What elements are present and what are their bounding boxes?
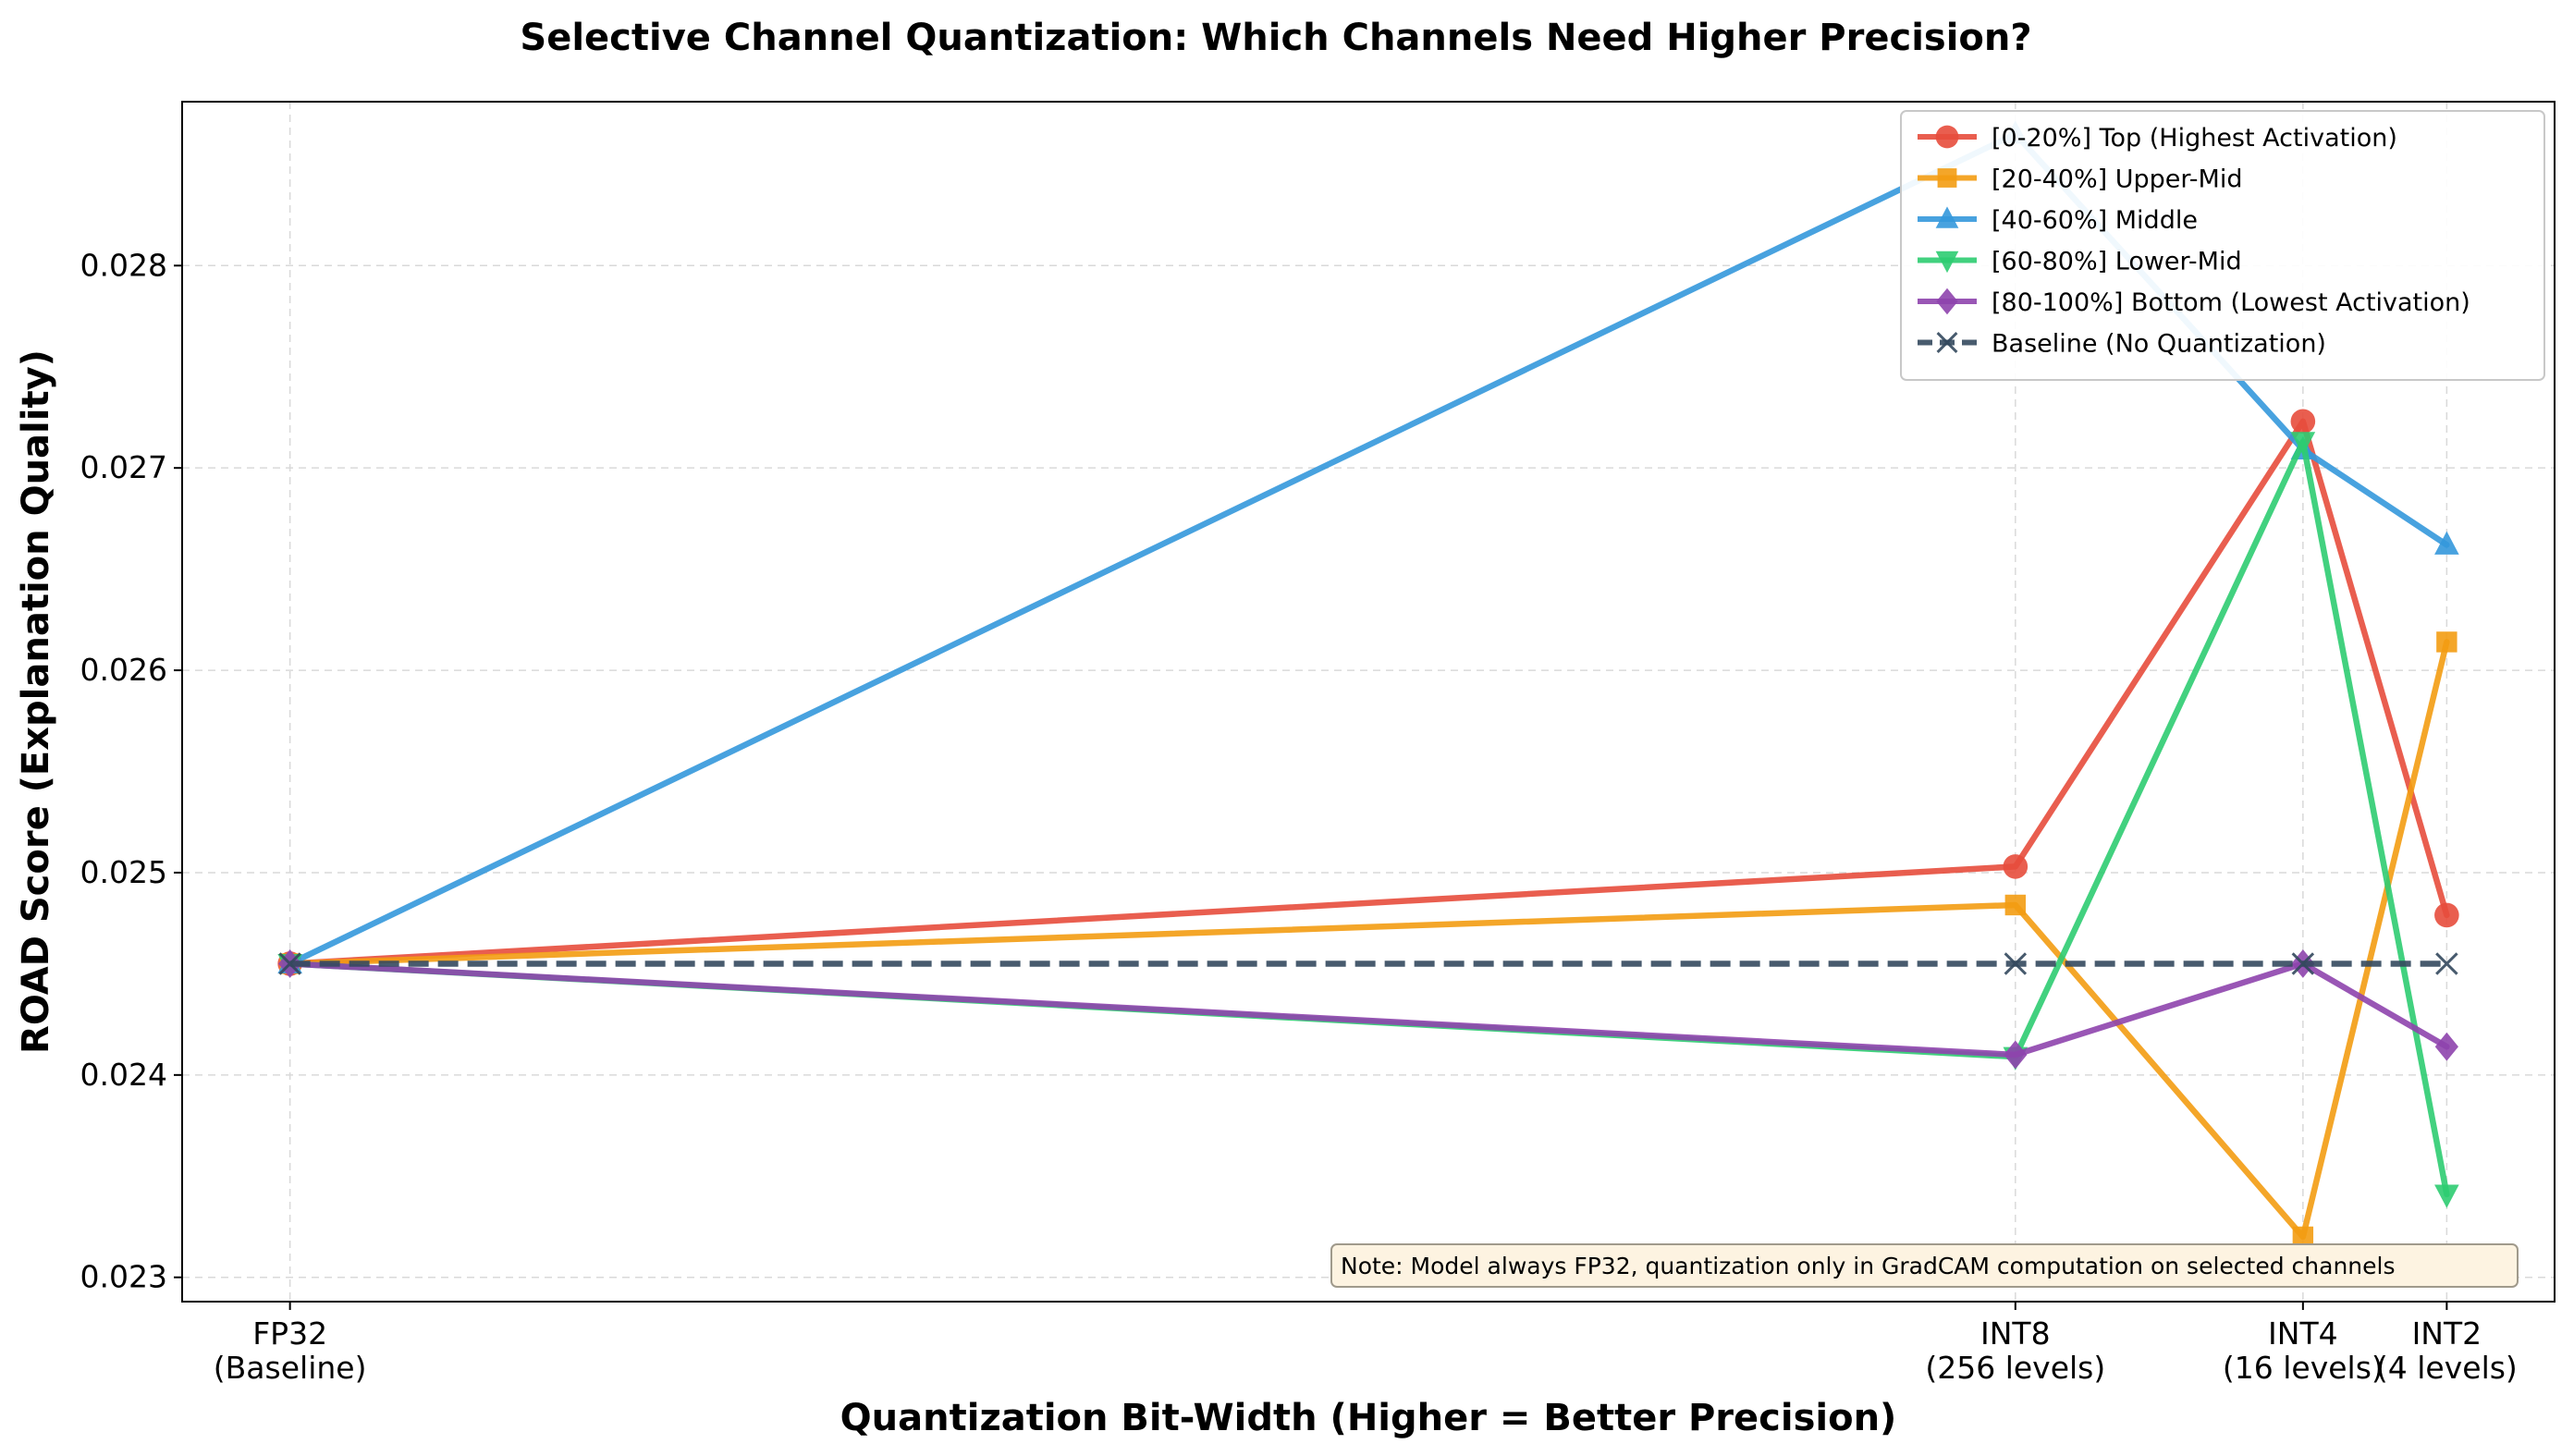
marker-x: [2435, 952, 2458, 975]
series-5: [278, 952, 2458, 975]
y-tick-label: 0.024: [80, 1057, 167, 1093]
x-tick-label: (4 levels): [2376, 1350, 2518, 1386]
note-text: Note: Model always FP32, quantization on…: [1341, 1253, 2395, 1279]
x-axis-ticks: FP32(Baseline) INT8(256 levels) INT4(16 le…: [214, 1302, 2518, 1386]
plot-frame: [181, 101, 2556, 1303]
legend-label: [80-100%] Bottom (Lowest Activation): [1992, 288, 2470, 317]
marker-square: [2292, 1226, 2314, 1248]
marker-circle: [1935, 125, 1959, 149]
x-tick-label: INT2: [2412, 1315, 2482, 1352]
x-tick-label: FP32: [252, 1315, 327, 1352]
legend-label: [0-20%] Top (Highest Activation): [1992, 124, 2397, 153]
marker-x-stroke: [1936, 332, 1958, 353]
y-tick-label: 0.028: [80, 247, 167, 283]
marker-x: [278, 952, 301, 975]
legend: [0-20%] Top (Highest Activation) [20-40%]…: [1900, 110, 2545, 381]
marker-triangle-up: [1935, 206, 1959, 228]
marker-diamond: [2434, 1032, 2458, 1061]
marker-x: [1936, 332, 1958, 353]
x-tick-label: (16 levels): [2223, 1350, 2384, 1386]
y-tick-label: 0.025: [80, 854, 167, 890]
marker-square: [2004, 894, 2027, 916]
y-tick-label: 0.027: [80, 449, 167, 485]
marker-triangle-down: [2290, 432, 2316, 456]
marker-triangle-up: [2434, 531, 2459, 555]
marker-x-stroke: [2435, 952, 2458, 975]
marker-x: [2004, 952, 2028, 975]
marker-square: [2436, 631, 2458, 653]
marker-x-stroke: [2291, 952, 2315, 975]
x-tick-label: (256 levels): [1925, 1350, 2105, 1386]
marker-circle: [2434, 902, 2459, 928]
marker-x: [2291, 952, 2315, 975]
series-line: [287, 418, 2450, 967]
y-axis-label: ROAD Score (Explanation Quality): [15, 349, 57, 1054]
x-tick-label: INT8: [1980, 1315, 2051, 1352]
marker-diamond: [1936, 288, 1958, 315]
note-box: Note: Model always FP32, quantization on…: [1330, 1243, 2519, 1288]
marker-x-stroke: [2004, 952, 2028, 975]
note-box-background: [1330, 1243, 2519, 1288]
marker-square: [1937, 168, 1957, 188]
marker-x-stroke: [278, 952, 301, 975]
marker-triangle-down: [2434, 1184, 2459, 1208]
legend-label: Baseline (No Quantization): [1992, 330, 2326, 359]
y-axis-ticks: 0.023 0.024 0.025 0.026 0.027 0.028: [80, 247, 182, 1295]
legend-box: [1900, 110, 2545, 381]
y-tick-label: 0.026: [80, 652, 167, 688]
legend-label: [40-60%] Middle: [1992, 206, 2198, 235]
legend-label: [60-80%] Lower-Mid: [1992, 248, 2242, 276]
y-tick-label: 0.023: [80, 1259, 167, 1295]
marker-circle: [2003, 854, 2029, 879]
x-tick-label: (Baseline): [214, 1350, 367, 1386]
legend-label: [20-40%] Upper-Mid: [1992, 165, 2242, 194]
grid: [182, 102, 2555, 1302]
series-line: [287, 639, 2450, 1241]
marker-diamond: [2004, 1040, 2028, 1070]
marker-circle: [2290, 409, 2316, 434]
x-axis-label: Quantization Bit-Width (Higher = Better …: [840, 1397, 1897, 1439]
series-line: [287, 960, 2450, 1058]
chart-title: Selective Channel Quantization: Which Ch…: [520, 17, 2031, 59]
x-tick-label: INT4: [2268, 1315, 2338, 1352]
marker-triangle-down: [1935, 251, 1959, 274]
